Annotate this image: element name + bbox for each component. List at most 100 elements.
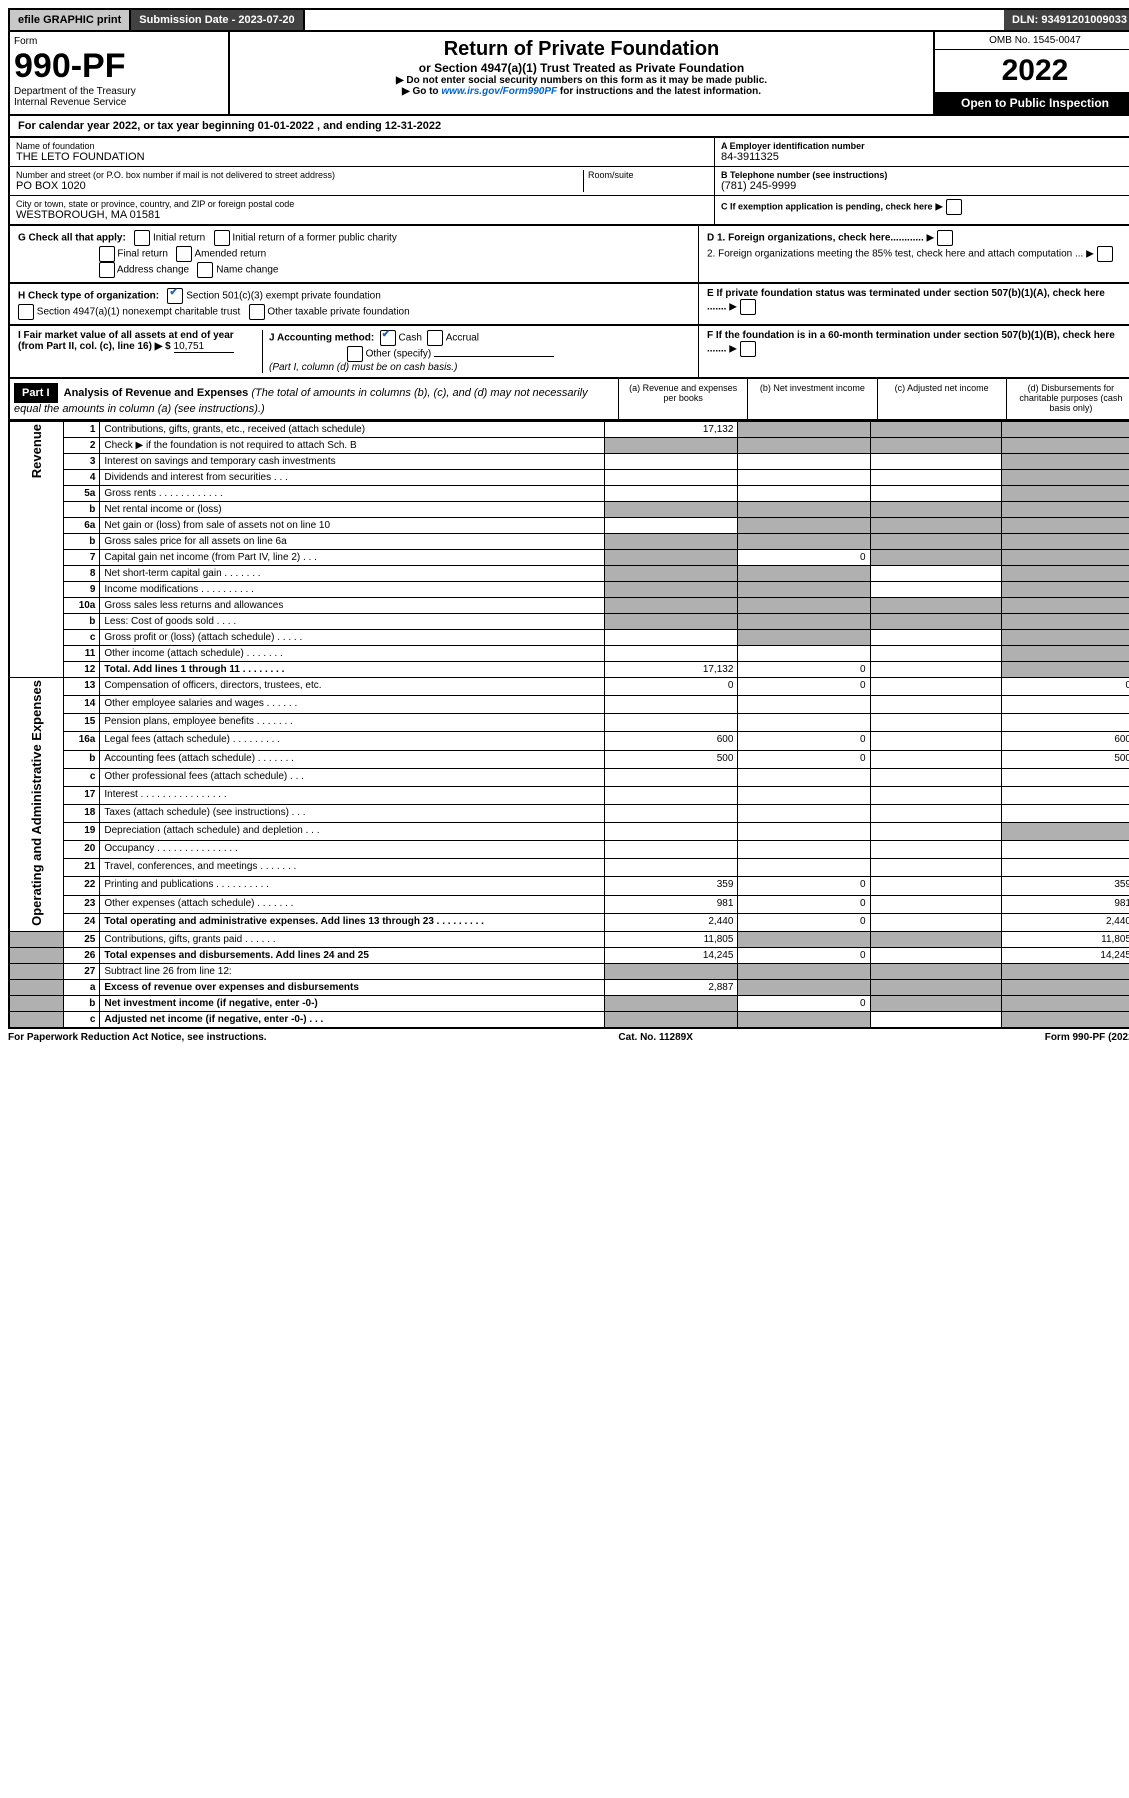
- r16a-b: 0: [738, 732, 870, 750]
- instr-line-1: ▶ Do not enter social security numbers o…: [236, 75, 927, 86]
- table-row: cGross profit or (loss) (attach schedule…: [9, 630, 1129, 646]
- ein-value: 84-3911325: [721, 151, 1129, 163]
- part1-title: Analysis of Revenue and Expenses: [64, 387, 249, 399]
- r27c-desc: Adjusted net income (if negative, enter …: [100, 1011, 605, 1028]
- g-o1: Initial return: [153, 233, 205, 244]
- part1-table: Revenue 1Contributions, gifts, grants, e…: [8, 421, 1129, 1029]
- initial-former-cb[interactable]: [214, 230, 230, 246]
- part1-badge: Part I: [14, 383, 58, 403]
- r15-desc: Pension plans, employee benefits . . . .…: [100, 714, 605, 732]
- name-cell: Name of foundation THE LETO FOUNDATION: [10, 138, 714, 167]
- address-change-cb[interactable]: [99, 262, 115, 278]
- submission-date: 2023-07-20: [238, 14, 294, 26]
- instr2-pre: ▶ Go to: [402, 86, 441, 97]
- table-row: 14Other employee salaries and wages . . …: [9, 696, 1129, 714]
- r12-b: 0: [738, 662, 870, 678]
- r1-desc: Contributions, gifts, grants, etc., rece…: [100, 422, 605, 438]
- pending-cell: C If exemption application is pending, c…: [715, 196, 1129, 218]
- city-state-zip: WESTBOROUGH, MA 01581: [16, 209, 708, 221]
- j-note: (Part I, column (d) must be on cash basi…: [269, 362, 457, 373]
- r20-desc: Occupancy . . . . . . . . . . . . . . .: [100, 841, 605, 859]
- r13-a: 0: [604, 678, 738, 696]
- r16a-d: 600: [1002, 732, 1129, 750]
- r12-a: 17,132: [604, 662, 738, 678]
- h-o2: Section 4947(a)(1) nonexempt charitable …: [37, 307, 240, 318]
- table-row: bAccounting fees (attach schedule) . . .…: [9, 750, 1129, 768]
- dln-value: 93491201009033: [1041, 14, 1127, 26]
- name-label: Name of foundation: [16, 141, 708, 151]
- r9-desc: Income modifications . . . . . . . . . .: [100, 582, 605, 598]
- r25-desc: Contributions, gifts, grants paid . . . …: [100, 931, 605, 947]
- table-row: 27Subtract line 26 from line 12:: [9, 963, 1129, 979]
- r26-d: 14,245: [1002, 947, 1129, 963]
- address-cell: Number and street (or P.O. box number if…: [10, 167, 714, 196]
- table-row: Operating and Administrative Expenses 13…: [9, 678, 1129, 696]
- tel-value: (781) 245-9999: [721, 180, 1129, 192]
- r24-b: 0: [738, 913, 870, 931]
- form990pf-link[interactable]: www.irs.gov/Form990PF: [441, 86, 557, 97]
- r17-desc: Interest . . . . . . . . . . . . . . . .: [100, 786, 605, 804]
- efile-label: efile GRAPHIC print: [10, 10, 131, 30]
- omb-number: OMB No. 1545-0047: [935, 32, 1129, 50]
- form-title: Return of Private Foundation: [236, 38, 927, 61]
- table-row: 8Net short-term capital gain . . . . . .…: [9, 566, 1129, 582]
- h-o3: Other taxable private foundation: [267, 307, 409, 318]
- form-subtitle: or Section 4947(a)(1) Trust Treated as P…: [236, 61, 927, 75]
- r21-desc: Travel, conferences, and meetings . . . …: [100, 859, 605, 877]
- h-e-row: H Check type of organization: Section 50…: [8, 284, 1129, 326]
- e-checkbox[interactable]: [740, 299, 756, 315]
- r7-b: 0: [738, 550, 870, 566]
- f-block: F If the foundation is in a 60-month ter…: [698, 326, 1129, 377]
- other-taxable-cb[interactable]: [249, 304, 265, 320]
- e-label: E If private foundation status was termi…: [707, 288, 1105, 313]
- h-o1: Section 501(c)(3) exempt private foundat…: [186, 291, 381, 302]
- r22-a: 359: [604, 877, 738, 895]
- g-o4: Amended return: [195, 249, 267, 260]
- cash-cb[interactable]: [380, 330, 396, 346]
- r13-d: 0: [1002, 678, 1129, 696]
- table-row: 17Interest . . . . . . . . . . . . . . .…: [9, 786, 1129, 804]
- r23-a: 981: [604, 895, 738, 913]
- initial-return-cb[interactable]: [134, 230, 150, 246]
- table-row: bNet rental income or (loss): [9, 502, 1129, 518]
- j-oth: Other (specify): [366, 349, 432, 360]
- r12-desc: Total. Add lines 1 through 11 . . . . . …: [100, 662, 605, 678]
- dln-cell: DLN: 93491201009033: [1004, 10, 1129, 30]
- 501c3-cb[interactable]: [167, 288, 183, 304]
- r27b-desc: Net investment income (if negative, ente…: [100, 995, 605, 1011]
- r22-b: 0: [738, 877, 870, 895]
- r16c-desc: Other professional fees (attach schedule…: [100, 768, 605, 786]
- table-row: 25Contributions, gifts, grants paid . . …: [9, 931, 1129, 947]
- table-row: 18Taxes (attach schedule) (see instructi…: [9, 804, 1129, 822]
- table-row: 12Total. Add lines 1 through 11 . . . . …: [9, 662, 1129, 678]
- table-row: 3Interest on savings and temporary cash …: [9, 454, 1129, 470]
- d1-label: D 1. Foreign organizations, check here..…: [707, 233, 924, 244]
- g-o6: Name change: [216, 265, 278, 276]
- r13-desc: Compensation of officers, directors, tru…: [100, 678, 605, 696]
- r27b-b: 0: [738, 995, 870, 1011]
- r3-desc: Interest on savings and temporary cash i…: [100, 454, 605, 470]
- amended-return-cb[interactable]: [176, 246, 192, 262]
- name-change-cb[interactable]: [197, 262, 213, 278]
- 4947-cb[interactable]: [18, 304, 34, 320]
- j-cash: Cash: [399, 333, 422, 344]
- pending-checkbox[interactable]: [946, 199, 962, 215]
- d2-checkbox[interactable]: [1097, 246, 1113, 262]
- table-row: 11Other income (attach schedule) . . . .…: [9, 646, 1129, 662]
- table-row: 4Dividends and interest from securities …: [9, 470, 1129, 486]
- r16b-d: 500: [1002, 750, 1129, 768]
- table-row: 10aGross sales less returns and allowanc…: [9, 598, 1129, 614]
- accrual-cb[interactable]: [427, 330, 443, 346]
- other-method-cb[interactable]: [347, 346, 363, 362]
- r16b-desc: Accounting fees (attach schedule) . . . …: [100, 750, 605, 768]
- form-header: Form 990-PF Department of the Treasury I…: [8, 32, 1129, 116]
- f-checkbox[interactable]: [740, 341, 756, 357]
- r27-desc: Subtract line 26 from line 12:: [100, 963, 605, 979]
- final-return-cb[interactable]: [99, 246, 115, 262]
- col-b-header: (b) Net investment income: [747, 379, 876, 419]
- city-cell: City or town, state or province, country…: [10, 196, 714, 224]
- r13-b: 0: [738, 678, 870, 696]
- table-row: 26Total expenses and disbursements. Add …: [9, 947, 1129, 963]
- r25-d: 11,805: [1002, 931, 1129, 947]
- d1-checkbox[interactable]: [937, 230, 953, 246]
